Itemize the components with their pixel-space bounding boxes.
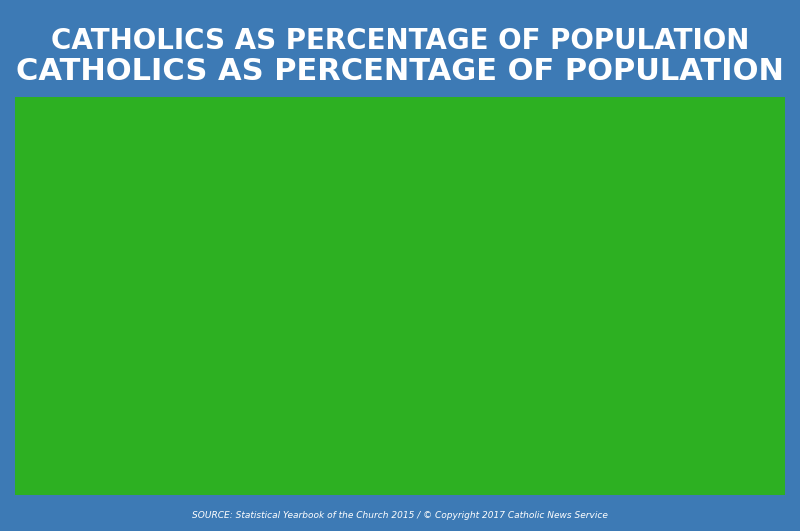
FancyBboxPatch shape [0, 18, 800, 531]
Title: CATHOLICS AS PERCENTAGE OF POPULATION: CATHOLICS AS PERCENTAGE OF POPULATION [16, 57, 784, 87]
Text: CATHOLICS AS PERCENTAGE OF POPULATION: CATHOLICS AS PERCENTAGE OF POPULATION [51, 27, 749, 55]
Text: SOURCE: Statistical Yearbook of the Church 2015 / © Copyright 2017 Catholic News: SOURCE: Statistical Yearbook of the Chur… [192, 511, 608, 520]
